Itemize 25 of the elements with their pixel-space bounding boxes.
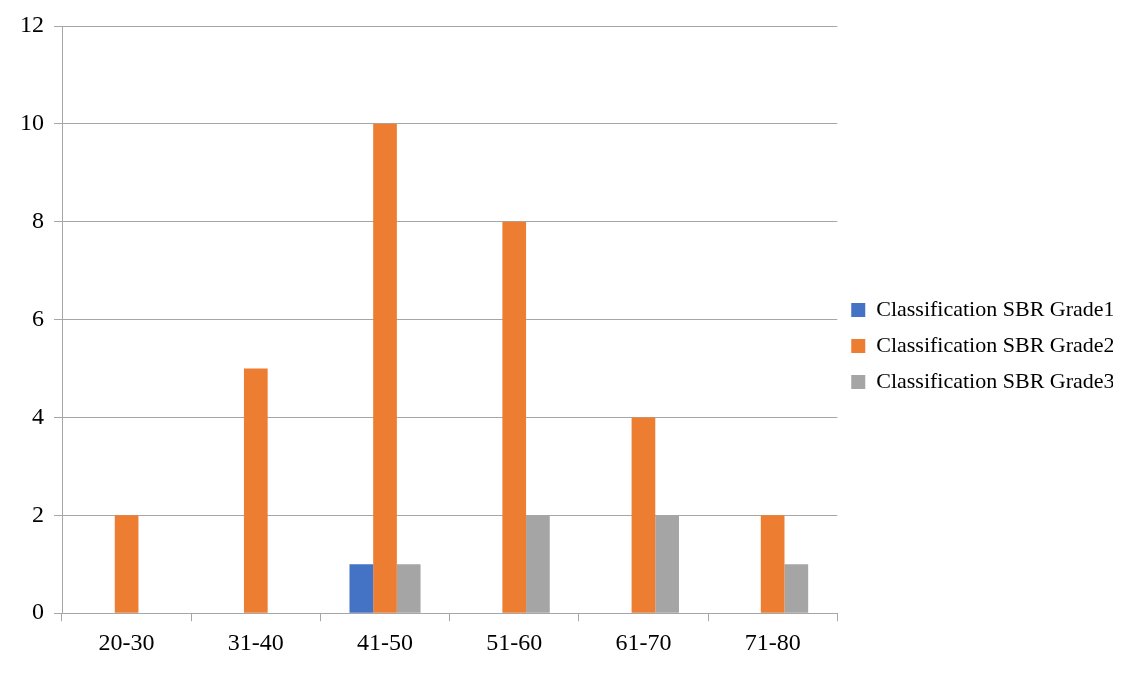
- x-tick-label: 61-70: [615, 628, 672, 655]
- bar: [243, 368, 268, 613]
- bar: [760, 515, 785, 613]
- legend-label: Classification SBR Grade3: [876, 367, 1115, 393]
- legend-label: Classification SBR Grade2: [876, 331, 1115, 357]
- y-tick-label: 8: [32, 207, 44, 234]
- x-tick-label: 31-40: [227, 628, 284, 655]
- y-tick-label: 12: [20, 11, 44, 38]
- bar: [349, 564, 374, 613]
- bar: [114, 515, 139, 613]
- y-tick-label: 10: [20, 109, 44, 136]
- legend-label: Classification SBR Grade1: [876, 295, 1115, 321]
- bar: [631, 417, 656, 613]
- y-tick-label: 4: [32, 402, 44, 429]
- bar: [373, 123, 397, 613]
- bar: [784, 564, 809, 613]
- bar: [396, 564, 421, 613]
- y-tick-label: 2: [32, 500, 44, 527]
- x-tick-label: 41-50: [357, 628, 414, 655]
- x-tick-label: 71-80: [744, 628, 801, 655]
- y-tick-label: 6: [32, 304, 44, 331]
- bar: [502, 221, 527, 613]
- y-tick-label: 0: [32, 598, 44, 625]
- x-tick-label: 51-60: [486, 628, 543, 655]
- x-tick-label: 20-30: [98, 628, 155, 655]
